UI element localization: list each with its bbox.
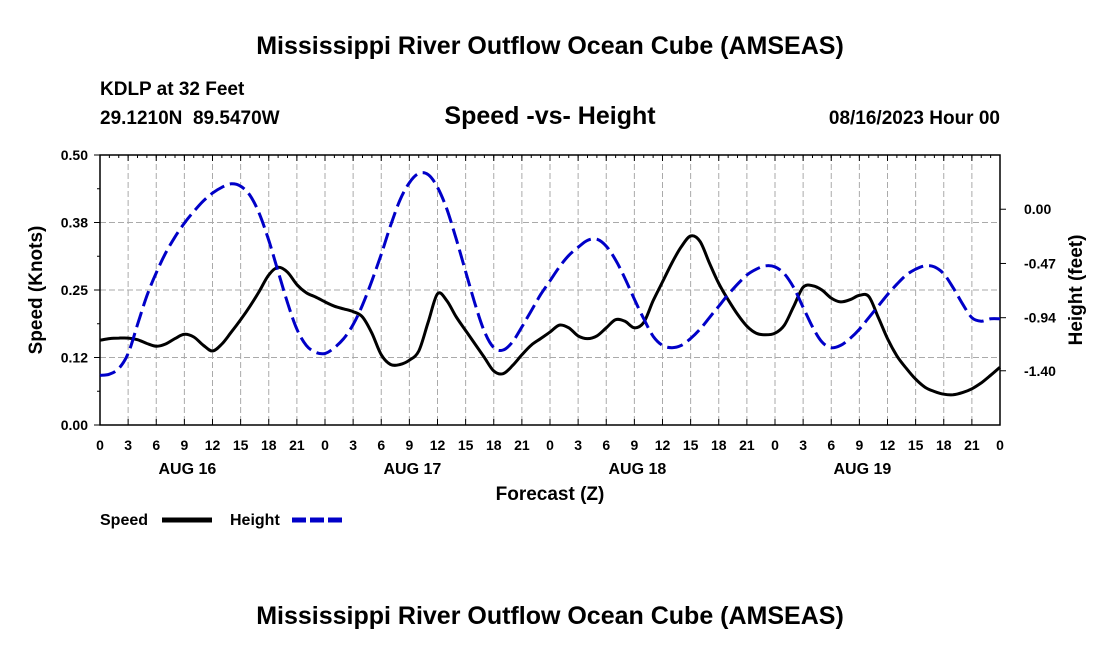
series-line-height [99,171,1001,377]
x-tick-label: 6 [377,437,385,453]
x-day-label: AUG 17 [383,461,441,478]
legend-height-label: Height [230,512,280,529]
x-day-label: AUG 19 [833,461,891,478]
y-right-tick-label: -0.47 [1024,255,1056,271]
x-tick-label: 18 [936,437,952,453]
x-tick-label: 9 [630,437,638,453]
x-tick-label: 12 [880,437,896,453]
x-tick-label: 12 [430,437,446,453]
x-tick-label: 18 [486,437,502,453]
x-tick-label: 21 [514,437,530,453]
x-tick-label: 3 [799,437,807,453]
station-label: KDLP at 32 Feet [100,79,245,100]
y-right-tick-label: 0.00 [1024,201,1051,217]
y-left-tick-label: 0.25 [61,282,88,298]
x-tick-label: 12 [655,437,671,453]
series-line-speed [99,234,1001,397]
legend: Speed Height [100,512,342,529]
x-tick-label: 3 [574,437,582,453]
y-left-tick-label: 0.12 [61,350,88,366]
x-tick-label: 0 [321,437,329,453]
x-tick-label: 15 [683,437,699,453]
x-day-label: AUG 18 [608,461,666,478]
y-left-tick-label: 0.50 [61,147,88,163]
y-right-tick-label: -0.94 [1024,310,1056,326]
x-tick-label: 15 [908,437,924,453]
x-tick-label: 3 [124,437,132,453]
x-tick-label: 18 [261,437,277,453]
chart-subtitle: Speed -vs- Height [444,102,656,130]
x-tick-label: 21 [289,437,305,453]
x-axis-label: Forecast (Z) [496,484,605,505]
x-tick-label: 0 [996,437,1004,453]
x-tick-label: 0 [771,437,779,453]
x-tick-label: 6 [152,437,160,453]
x-tick-label: 9 [405,437,413,453]
series-layer [99,171,1001,397]
chart-main-title: Mississippi River Outflow Ocean Cube (AM… [256,32,844,60]
x-tick-label: 21 [964,437,980,453]
x-tick-label: 6 [827,437,835,453]
plot-grid [100,155,1000,425]
x-tick-label: 0 [546,437,554,453]
x-tick-label: 15 [233,437,249,453]
y-right-tick-label: -1.40 [1024,363,1056,379]
x-tick-label: 6 [602,437,610,453]
x-tick-label: 3 [349,437,357,453]
plot-area-frame [99,154,1001,426]
y-axis-left-label: Speed (Knots) [26,226,47,355]
x-tick-label: 18 [711,437,727,453]
x-tick-label: 21 [739,437,755,453]
x-tick-label: 0 [96,437,104,453]
footer-title: Mississippi River Outflow Ocean Cube (AM… [256,602,844,630]
axis-ticks: 0 3 6 9 12 15 18 21 0 3 6 9 12 15 18 21 0 3 6 9 12 15 18 21 0 3 6 9… [61,147,1056,478]
y-left-tick-label: 0.00 [61,417,88,433]
y-axis-right-label: Height (feet) [1066,235,1087,346]
y-left-tick-label: 0.38 [61,215,88,231]
x-day-label: AUG 16 [158,461,216,478]
coordinates-label: 29.1210N 89.5470W [100,108,280,129]
x-tick-label: 12 [205,437,221,453]
x-tick-label: 9 [855,437,863,453]
legend-speed-label: Speed [100,512,148,529]
x-tick-label: 15 [458,437,474,453]
x-tick-label: 9 [180,437,188,453]
forecast-datetime: 08/16/2023 Hour 00 [829,108,1000,129]
